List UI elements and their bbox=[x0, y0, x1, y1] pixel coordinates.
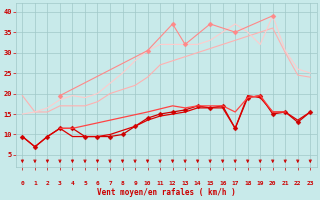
X-axis label: Vent moyen/en rafales ( km/h ): Vent moyen/en rafales ( km/h ) bbox=[97, 188, 236, 197]
